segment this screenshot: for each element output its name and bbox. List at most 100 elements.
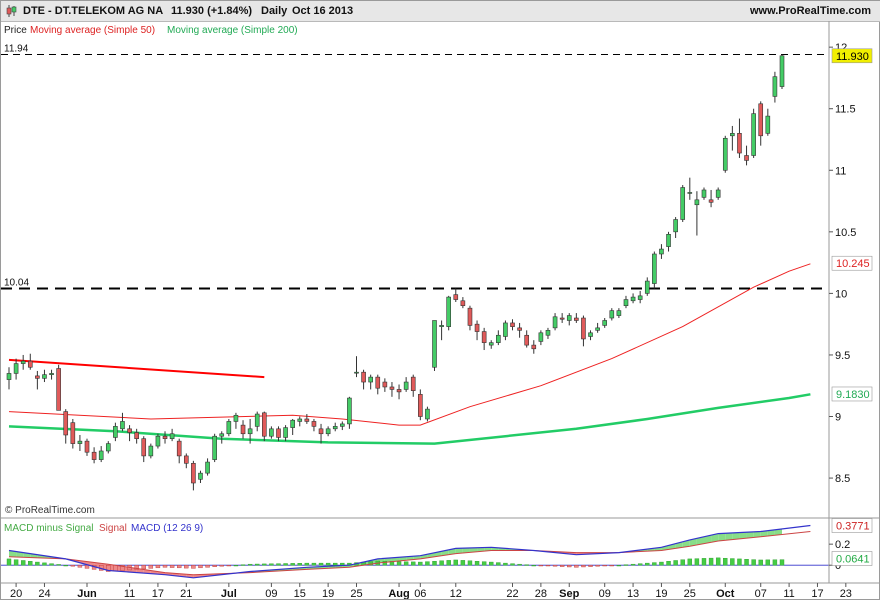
x-tick-label: 11 (783, 588, 794, 599)
y-tick-label: 10 (835, 288, 847, 300)
candle-body (474, 323, 480, 332)
site-link[interactable]: www.ProRealTime.com (749, 5, 871, 17)
macd-histogram-bar (701, 558, 707, 566)
candle-body (708, 199, 714, 203)
macd-histogram-bar (184, 565, 189, 569)
candle-body (35, 375, 40, 379)
candle-body (460, 300, 466, 307)
candle-body (673, 219, 678, 233)
horizontal-line-label: 10.04 (4, 277, 29, 288)
macd-histogram-bar (708, 557, 714, 566)
macd-histogram-bar (6, 558, 12, 566)
candle-body (389, 386, 395, 390)
candle-body (538, 332, 544, 342)
candle-body (113, 426, 118, 438)
macd-signal-fill (760, 530, 768, 537)
macd-histogram-bar (439, 560, 444, 566)
macd-histogram-bar (616, 565, 622, 567)
candle-body (637, 295, 643, 300)
macd-histogram-bar (177, 565, 182, 569)
macd-histogram-bar (659, 561, 664, 566)
macd-histogram-bar (694, 558, 700, 566)
macd-histogram-bar (191, 565, 196, 569)
macd-histogram-bar (283, 563, 288, 566)
candle-body (765, 115, 771, 134)
legend-macd: MACD (12 26 9) (131, 523, 203, 534)
macd-histogram-bar (325, 562, 331, 566)
macd-histogram-bar (382, 560, 388, 566)
copyright: © ProRealTime.com (5, 505, 95, 516)
candle-body (758, 103, 764, 137)
macd-histogram-bar (630, 563, 636, 566)
trendline (8, 358, 265, 379)
candle-body (361, 371, 366, 383)
candle-body (481, 331, 487, 343)
x-tick-label: 21 (180, 588, 192, 599)
macd-signal-fill (753, 531, 761, 538)
macd-histogram-bar (467, 560, 473, 566)
candle-body (737, 133, 742, 154)
macd-histogram-bar (687, 558, 693, 566)
legend-sma50: Moving average (Simple 50) (30, 25, 155, 36)
candle-body (694, 199, 700, 206)
legend: Price Moving average (Simple 50) Moving … (4, 25, 298, 534)
candle-body (630, 296, 636, 302)
x-tick-label: Jun (77, 588, 97, 599)
macd-histogram-bar (148, 565, 154, 569)
macd-histogram-bar (680, 559, 685, 566)
macd-histogram-bar (751, 559, 756, 566)
candle-body (446, 296, 451, 327)
macd-signal-fill (725, 532, 733, 541)
candle-body (219, 433, 225, 437)
macd-signal-fill (711, 533, 719, 543)
candle-body (84, 440, 90, 453)
candle-body (311, 421, 317, 427)
macd-signal-fill (718, 533, 726, 541)
macd-histogram-bar (453, 559, 458, 566)
candle-body (751, 113, 756, 156)
x-tick-label: Jul (221, 588, 237, 599)
candle-body (545, 330, 551, 336)
quote-date: Oct 16 2013 (292, 5, 354, 17)
macd-value-box (831, 518, 873, 533)
y-tick-label: 10.5 (835, 227, 856, 239)
candle-body (574, 317, 579, 321)
macd-signal-fill (703, 535, 712, 544)
candle-body (70, 422, 76, 444)
candle-body (212, 435, 217, 460)
candle-body (581, 317, 586, 340)
candle-body (524, 334, 529, 346)
macd-histogram-bar (13, 559, 19, 566)
x-tick-label: 22 (506, 588, 518, 599)
macd-histogram-bar (744, 559, 749, 566)
symbol-name: DTE - DT.TELEKOM AG NA (23, 5, 164, 17)
candle-body (141, 438, 147, 457)
candle-body (169, 433, 175, 439)
macd-histogram-bar (489, 561, 494, 566)
macd-histogram-bar (198, 565, 203, 569)
candlestick-icon (6, 5, 17, 17)
macd-histogram-bar (106, 565, 111, 572)
macd-value-label: 0.0641 (836, 553, 870, 565)
macd-histogram-bar (567, 565, 572, 568)
y-tick-label: 11.5 (835, 104, 856, 116)
candle-body (198, 472, 203, 480)
macd-histogram-bar (637, 563, 643, 566)
macd-histogram-bar (120, 565, 125, 571)
x-tick-label: Sep (559, 588, 579, 599)
x-tick-label: 23 (840, 588, 852, 599)
candle-body (262, 412, 267, 437)
x-tick-label: 24 (38, 588, 50, 599)
candle-body (120, 421, 125, 430)
signal-line (8, 531, 811, 576)
macd-histogram-bar (538, 565, 544, 567)
macd-histogram-bar (262, 563, 267, 566)
macd-signal-fill (774, 528, 782, 536)
macd-histogram-bar (673, 560, 678, 566)
macd-histogram-bar (503, 562, 508, 566)
x-tick-label: 11 (124, 588, 135, 599)
macd-signal-fill (767, 529, 775, 537)
macd-histogram-bar (297, 563, 302, 566)
macd-signal-fill (732, 532, 740, 540)
candle-body (297, 418, 303, 422)
